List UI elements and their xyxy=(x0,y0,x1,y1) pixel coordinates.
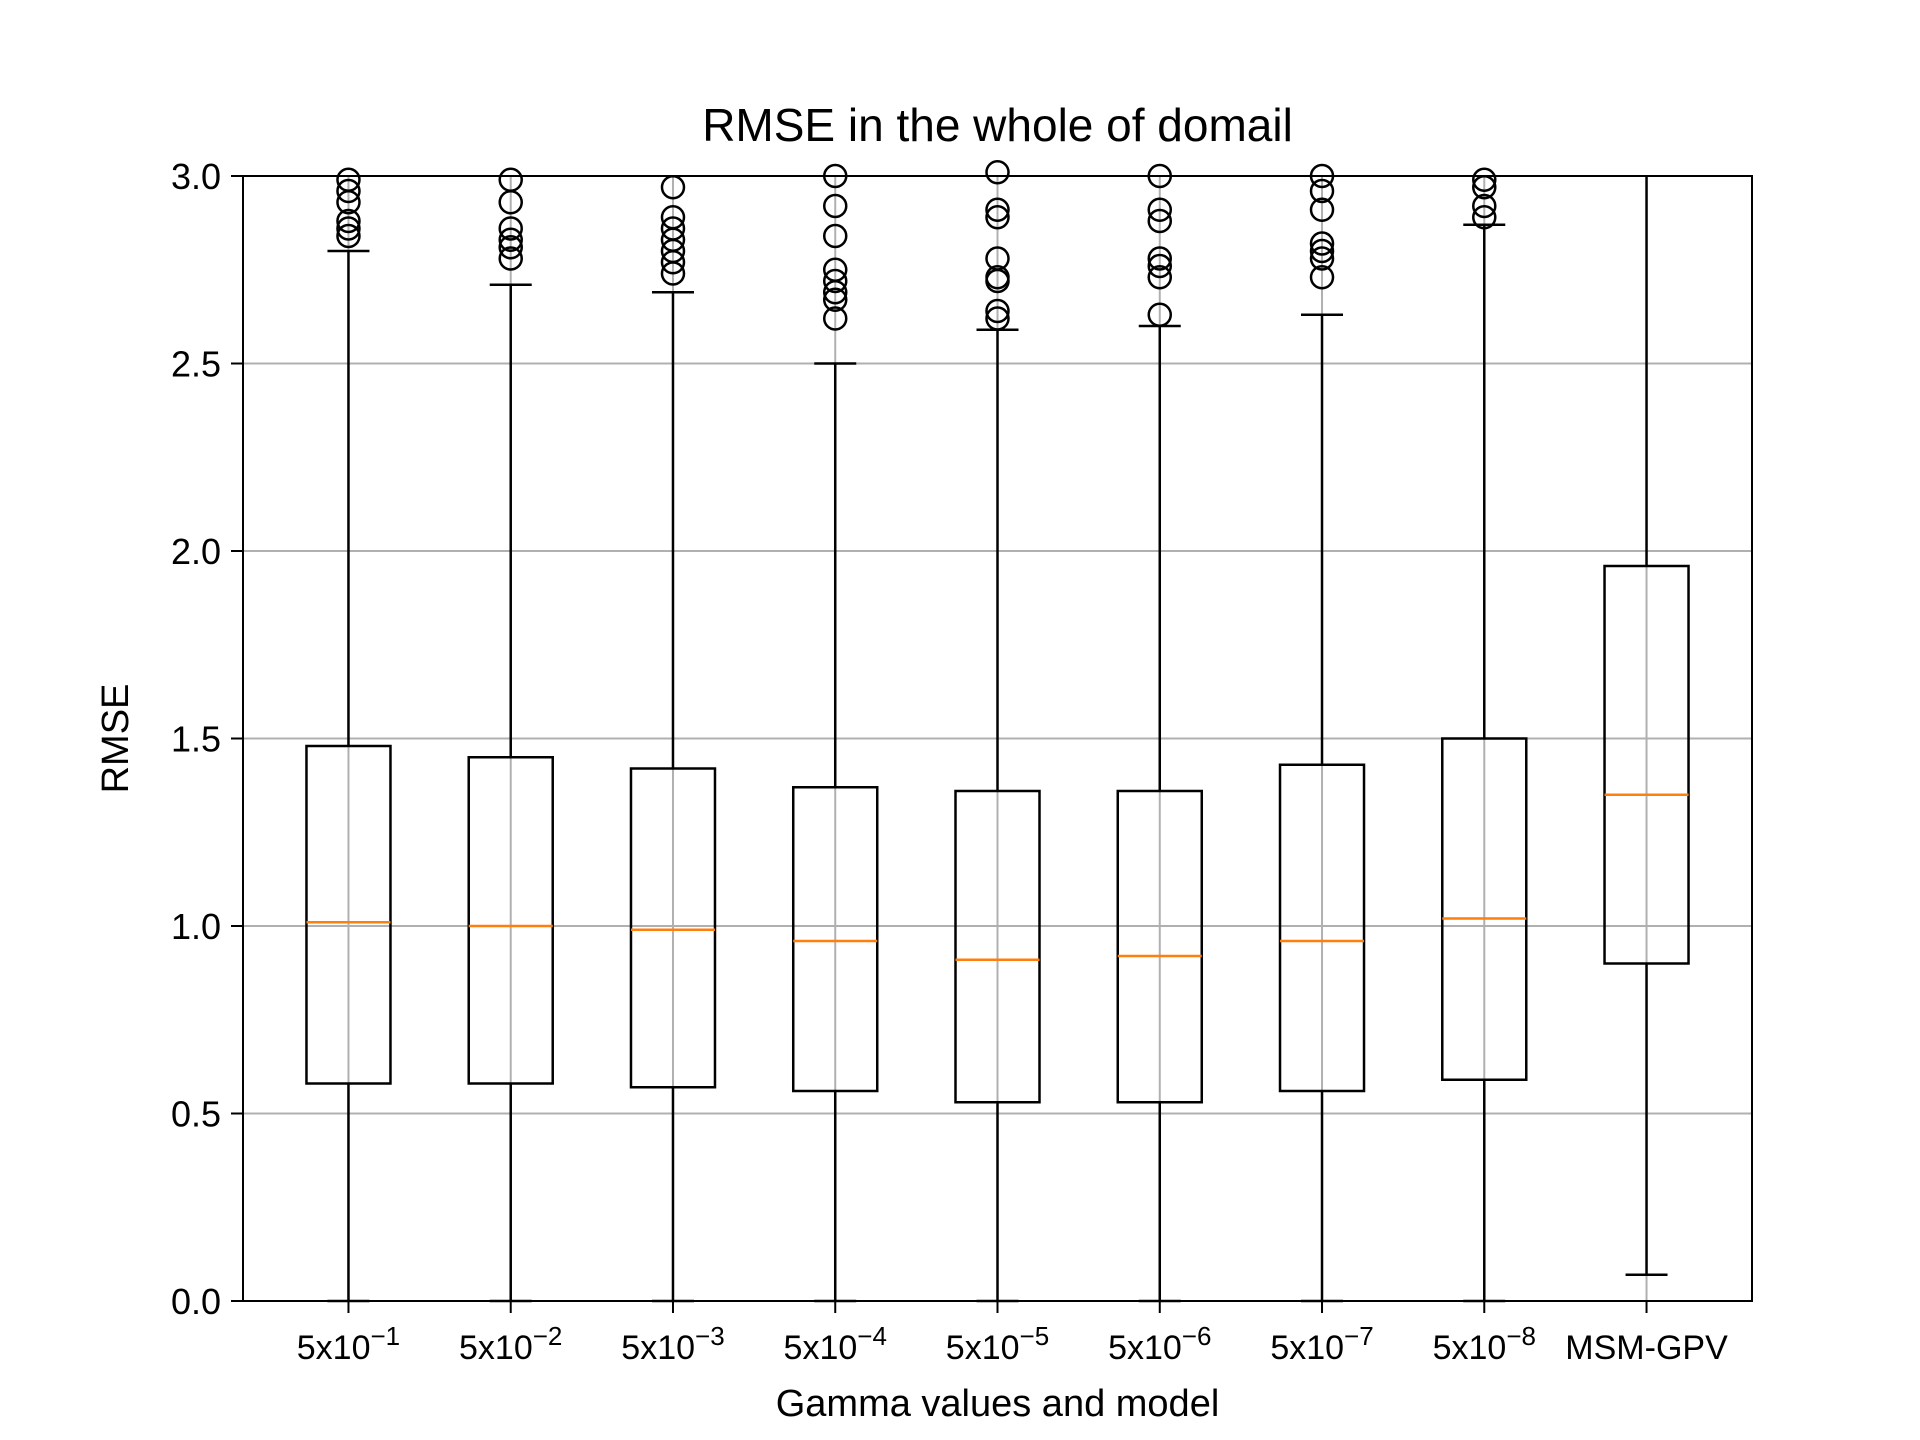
outlier-point xyxy=(1147,208,1173,234)
outlier-point xyxy=(822,193,848,219)
iqr-box xyxy=(629,767,717,1089)
boxes xyxy=(305,160,1690,1303)
y-tick-label: 0.0 xyxy=(171,1281,221,1322)
outlier-point xyxy=(985,265,1010,290)
iqr-box xyxy=(1441,737,1528,1081)
outlier-point xyxy=(498,227,523,252)
box-group xyxy=(954,160,1041,1303)
x-tick-label: MSM-GPV xyxy=(1565,1329,1728,1367)
y-tick-label: 3.0 xyxy=(171,156,221,197)
outlier-point xyxy=(336,208,361,234)
y-tick-label: 2.5 xyxy=(171,344,221,385)
outlier-point xyxy=(1309,231,1335,256)
outlier-point xyxy=(498,235,523,260)
outlier-point xyxy=(336,223,361,249)
y-tick-label: 1.5 xyxy=(171,719,221,760)
y-tick-label: 0.5 xyxy=(171,1094,221,1135)
outlier-point xyxy=(498,167,523,192)
outlier-point xyxy=(822,268,848,294)
box-group xyxy=(1603,176,1690,1276)
outlier-point xyxy=(1309,246,1335,271)
outlier-point xyxy=(1472,193,1497,219)
y-axis-label: RMSE xyxy=(95,684,137,794)
box-group xyxy=(305,167,392,1303)
iqr-box xyxy=(791,786,879,1093)
x-axis-label: Gamma values and model xyxy=(776,1383,1220,1425)
outlier-point xyxy=(660,205,686,230)
outlier-point xyxy=(985,298,1010,324)
iqr-box xyxy=(1278,763,1366,1093)
outlier-point xyxy=(1147,302,1173,327)
outlier-point xyxy=(985,197,1010,222)
iqr-box xyxy=(1603,564,1690,965)
outlier-point xyxy=(1147,246,1173,271)
x-tick-label: 5x10−5 xyxy=(946,1321,1049,1367)
outlier-point xyxy=(822,287,848,312)
outlier-point xyxy=(985,246,1010,271)
outlier-point xyxy=(822,306,848,331)
outlier-point xyxy=(985,205,1010,230)
y-tick-label: 2.0 xyxy=(171,531,221,572)
outlier-point xyxy=(1147,265,1173,290)
outlier-point xyxy=(822,257,848,282)
outlier-point xyxy=(1147,253,1173,279)
outlier-point xyxy=(336,167,361,192)
outlier-point xyxy=(498,246,523,271)
x-tick-label: 5x10−2 xyxy=(459,1321,562,1367)
outlier-point xyxy=(1309,197,1335,222)
box-group xyxy=(1278,163,1366,1303)
outlier-point xyxy=(336,178,361,204)
x-tick-label: 5x10−6 xyxy=(1108,1321,1211,1367)
outlier-point xyxy=(1309,265,1335,290)
outlier-point xyxy=(1309,178,1335,204)
outlier-point xyxy=(660,216,686,241)
x-axis-ticks: 5x10−1 5x10−2 5x10−3 5x10−4 5x10−5 5x10−6 5x10… xyxy=(297,1301,1728,1367)
x-tick-label: 5x10−1 xyxy=(297,1321,400,1367)
outlier-point xyxy=(1472,167,1497,192)
box-group xyxy=(791,163,879,1303)
box-group xyxy=(629,175,717,1303)
outlier-point xyxy=(985,306,1010,331)
outlier-point xyxy=(1147,197,1173,222)
iqr-box xyxy=(467,756,554,1085)
iqr-box xyxy=(1116,789,1204,1104)
iqr-box xyxy=(305,744,392,1085)
outlier-point xyxy=(1309,238,1335,264)
outlier-point xyxy=(1472,205,1497,230)
outlier-point xyxy=(498,216,523,241)
chart-title: RMSE in the whole of domail xyxy=(702,99,1293,151)
y-axis-ticks: 0.0 0.5 1.0 1.5 2.0 2.5 3.0 xyxy=(171,156,243,1322)
outlier-point xyxy=(336,216,361,241)
iqr-box xyxy=(954,789,1041,1104)
box-group xyxy=(1116,163,1204,1303)
box-group xyxy=(467,167,554,1303)
outlier-point xyxy=(985,160,1010,185)
y-tick-label: 1.0 xyxy=(171,906,221,947)
outlier-point xyxy=(822,223,848,249)
